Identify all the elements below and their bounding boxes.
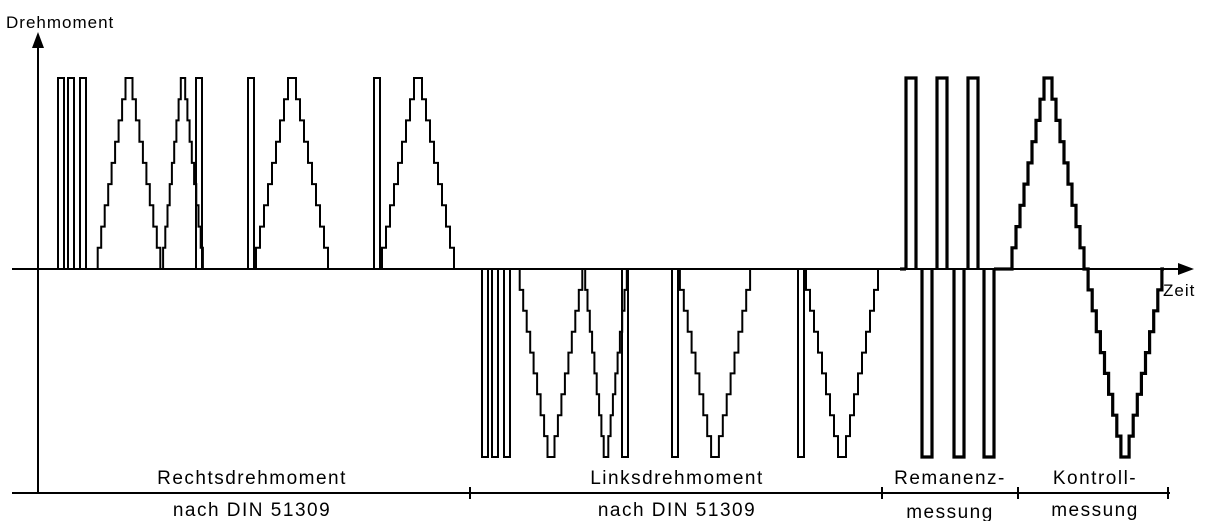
waveform-segment — [966, 76, 980, 269]
waveform-segment — [162, 77, 204, 270]
waveform-segment — [1010, 76, 1086, 271]
waveform-segment — [671, 269, 679, 458]
waveform-segment — [904, 76, 918, 269]
section-label: Remanenz- — [894, 468, 1006, 489]
waveform-segment — [79, 77, 87, 269]
waveform-segment — [491, 269, 499, 458]
x-axis-arrowhead — [1178, 263, 1194, 275]
waveform-segment — [1086, 267, 1164, 459]
waveform-segment — [804, 268, 880, 458]
waveform-segment — [247, 77, 255, 269]
waveform-segment — [96, 77, 162, 270]
waveform-segment — [678, 268, 752, 458]
section-label: messung — [906, 502, 994, 521]
waveform-segment — [952, 269, 966, 459]
waveform-segment — [380, 77, 456, 270]
waveform-segment — [67, 77, 75, 269]
section-label: Rechtsdrehmoment — [157, 468, 347, 489]
torque-waveform — [52, 76, 1164, 459]
section-label: messung — [1051, 500, 1139, 521]
waveform-segment — [503, 269, 511, 458]
y-axis-arrowhead — [32, 32, 44, 48]
waveform-segment — [481, 269, 489, 458]
section-label: nach DIN 51309 — [598, 500, 756, 521]
waveform-segment — [797, 269, 805, 458]
waveform-segment — [982, 269, 996, 459]
section-label: nach DIN 51309 — [173, 500, 331, 521]
section-label: Linksdrehmoment — [590, 468, 764, 489]
waveform-segment — [920, 269, 934, 459]
waveform-segment — [195, 77, 203, 269]
waveform-segment — [621, 269, 629, 458]
waveform-segment — [57, 77, 65, 269]
waveform-segment — [518, 268, 584, 458]
waveform-segment — [373, 77, 381, 269]
section-label: Kontroll- — [1053, 468, 1137, 489]
x-axis-label: Zeit — [1163, 281, 1195, 300]
waveform-segment — [254, 77, 330, 270]
y-axis-label: Drehmoment — [6, 13, 114, 32]
waveform-segment — [935, 76, 949, 269]
